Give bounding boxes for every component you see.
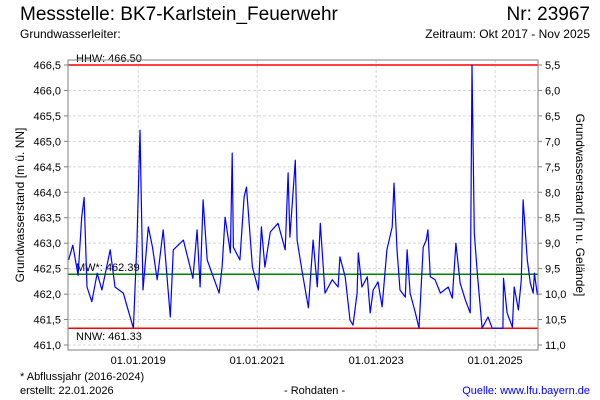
raw-data-label: - Rohdaten - bbox=[284, 385, 346, 397]
y-tick-label-right: 10,5 bbox=[545, 315, 566, 327]
y-tick-label-left: 462,5 bbox=[33, 264, 61, 276]
y-tick-label-left: 466,0 bbox=[33, 85, 61, 97]
x-tick-label: 01.01.2025 bbox=[468, 355, 523, 367]
y-tick-label-left: 465,0 bbox=[33, 136, 61, 148]
y-tick-label-right: 7,5 bbox=[545, 162, 560, 174]
y-tick-label-right: 11,0 bbox=[545, 340, 566, 352]
series-line-groundwater bbox=[68, 64, 538, 329]
station-title: Messstelle: BK7-Karlstein_Feuerwehr bbox=[20, 4, 338, 25]
y-tick-label-right: 8,0 bbox=[545, 187, 560, 199]
y-tick-label-right: 9,5 bbox=[545, 264, 560, 276]
reference-label-hhw: HHW: 466.50 bbox=[76, 53, 142, 65]
reference-label-nnw: NNW: 461.33 bbox=[76, 331, 142, 343]
created-date: erstellt: 22.01.2026 bbox=[20, 385, 114, 397]
x-tick-label: 01.01.2021 bbox=[230, 355, 285, 367]
plot-frame bbox=[67, 59, 539, 351]
y-tick-label-left: 461,0 bbox=[33, 340, 61, 352]
y-tick-label-right: 6,5 bbox=[545, 111, 560, 123]
axes: 461,0 11,0 461,5 10,5 462,0 10,0 462,5 9,5 463,0… bbox=[33, 60, 566, 367]
y-tick-label-right: 7,0 bbox=[545, 136, 560, 148]
station-number: Nr: 23967 bbox=[506, 4, 590, 25]
reference-lines: HHW: 466.50 MW*: 462.39 NNW: 461.33 bbox=[68, 53, 538, 343]
reference-label-mw: MW*: 462.39 bbox=[76, 262, 140, 274]
x-tick-label: 01.01.2023 bbox=[349, 355, 404, 367]
y-tick-label-left: 462,0 bbox=[33, 289, 61, 301]
y-tick-label-left: 463,0 bbox=[33, 238, 61, 250]
source-link[interactable]: Quelle: www.lfu.bayern.de bbox=[462, 385, 590, 397]
y-tick-label-left: 465,5 bbox=[33, 111, 61, 123]
aquifer-label: Grundwasserleiter: bbox=[20, 27, 121, 41]
grid bbox=[68, 60, 538, 350]
y-tick-label-left: 464,0 bbox=[33, 187, 61, 199]
y-tick-label-left: 466,5 bbox=[33, 60, 61, 72]
y-tick-label-right: 8,5 bbox=[545, 213, 560, 225]
y-axis-title-left: Grundwasserstand [m ü. NN] bbox=[13, 128, 27, 283]
footnote: * Abflussjahr (2016-2024) bbox=[20, 371, 145, 383]
y-tick-label-right: 5,5 bbox=[545, 60, 560, 72]
y-tick-label-right: 10,0 bbox=[545, 289, 566, 301]
y-tick-label-left: 464,5 bbox=[33, 162, 61, 174]
y-tick-label-left: 461,5 bbox=[33, 315, 61, 327]
x-tick-label: 01.01.2019 bbox=[111, 355, 166, 367]
y-axis-title-right: Grundwasserstand [m u. Gelände] bbox=[573, 114, 587, 297]
y-tick-label-left: 463,5 bbox=[33, 213, 61, 225]
y-tick-label-right: 6,0 bbox=[545, 85, 560, 97]
y-tick-label-right: 9,0 bbox=[545, 238, 560, 250]
period-label: Zeitraum: Okt 2017 - Nov 2025 bbox=[425, 27, 590, 41]
